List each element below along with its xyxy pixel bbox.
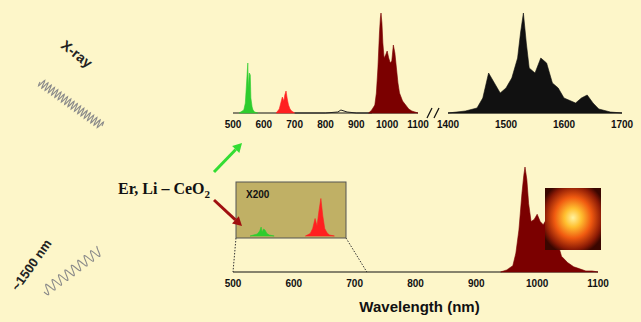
marks	[448, 13, 622, 113]
background	[0, 0, 641, 322]
x-tick-label: 500	[225, 119, 242, 130]
excitation-label: X-ray	[58, 37, 96, 71]
arrow-head	[232, 143, 242, 153]
emission-image	[545, 188, 601, 250]
sample-label: Er, Li – CeO2	[118, 180, 211, 200]
inset-box	[236, 182, 346, 238]
figure: 500 600 700 800 900 1000 1100 1400 1500 1600 1700 5…	[0, 0, 641, 322]
x-tick-label: 600	[285, 278, 302, 289]
x-tick-label: 1100	[587, 278, 609, 289]
arrow-shaft	[214, 200, 235, 220]
x-tick-label: 700	[286, 119, 303, 130]
axis-break	[434, 108, 439, 118]
x-tick-label: 1600	[553, 119, 576, 130]
x-tick-label: 900	[348, 119, 365, 130]
arrow-xray	[214, 143, 242, 172]
spectrum-area	[369, 13, 418, 113]
spectrum-area	[250, 227, 274, 236]
sample-subscript: 2	[205, 188, 211, 200]
x-tick-label: 1000	[526, 278, 549, 289]
ir-wave	[44, 246, 100, 295]
x-tick-label: 800	[407, 278, 424, 289]
marks	[239, 13, 418, 113]
marks	[250, 199, 334, 237]
x-tick-label: 1700	[611, 119, 634, 130]
x-tick-label: 1000	[376, 119, 399, 130]
arrow-head	[232, 216, 242, 226]
x-ray-wave	[39, 80, 104, 127]
spectrum-area	[276, 91, 295, 113]
x-tick-label: 900	[468, 278, 485, 289]
spectrum-area	[448, 13, 622, 113]
inset-title: X200	[246, 189, 270, 200]
zoom-line	[346, 238, 367, 272]
x-tick-label: 600	[255, 119, 272, 130]
spectrum-area	[305, 199, 334, 237]
x-tick-label: 1100	[407, 119, 429, 130]
chart: X200	[246, 189, 334, 236]
x-tick-label: 1400	[437, 119, 460, 130]
spectrum-line	[295, 110, 372, 113]
x-axis-title: Wavelength (nm)	[359, 298, 479, 315]
x-tick-label: 800	[317, 119, 334, 130]
sample-text: Er, Li – CeO	[118, 180, 205, 197]
chart: 500 600 700 800 900 1000 1100 Wavelength (nm)	[225, 167, 610, 315]
x-tick-label: 700	[346, 278, 363, 289]
excitation-label: ~1500 nm	[8, 236, 54, 293]
arrow-ir	[214, 200, 242, 226]
x-tick-label: 1500	[495, 119, 518, 130]
chart: 1400 1500 1600 1700	[437, 13, 634, 130]
zoom-line	[233, 238, 236, 272]
spectrum-area	[239, 63, 258, 113]
x-tick-label: 500	[225, 278, 242, 289]
chart: 500 600 700 800 900 1000 1100	[225, 13, 430, 130]
arrow-shaft	[214, 149, 236, 172]
axis-break	[427, 108, 432, 118]
zoom-lines	[233, 238, 367, 272]
